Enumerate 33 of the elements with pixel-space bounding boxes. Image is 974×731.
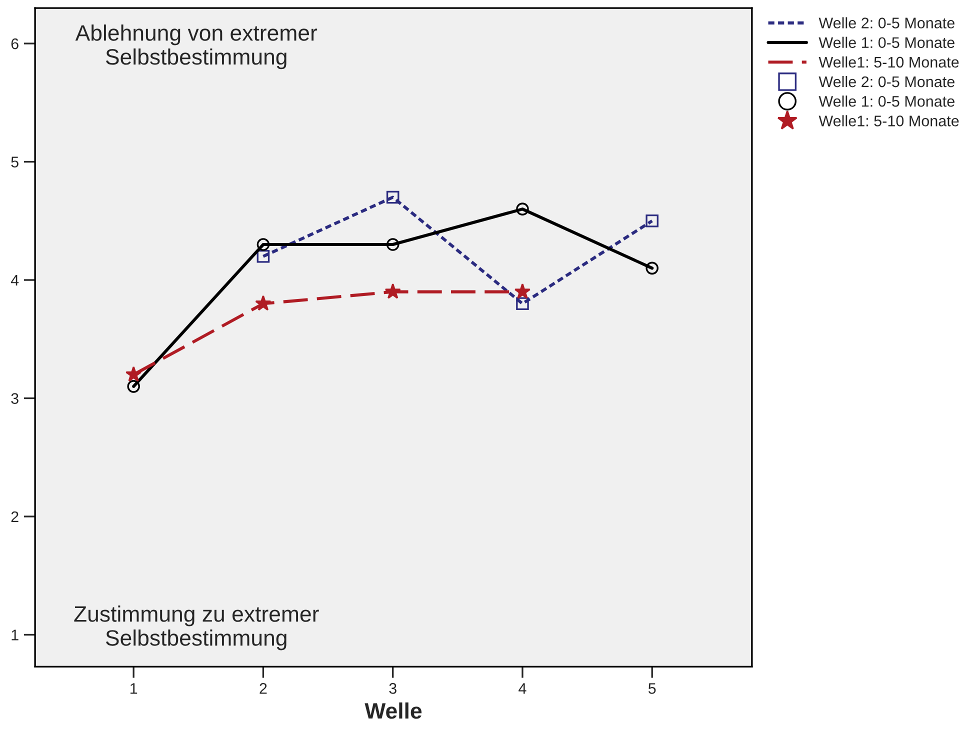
y-tick-label: 5 [11,156,18,168]
point [127,380,140,393]
annotation: Ablehnung von extremer Selbstbestimmung [75,24,318,70]
point [516,202,529,216]
y-tick-label: 1 [12,630,18,640]
x-axis-title: Welle [364,702,422,719]
text: Welle 1: 0-5 Monate [818,36,954,48]
point [386,238,400,251]
point [646,214,658,228]
point [386,190,400,204]
x-tick-label: 2 [260,683,267,694]
annotation: Zustimmung zu extremer Selbstbestimmung [74,606,319,650]
point [384,283,401,299]
legend-label: Welle 1: 0-5 Monate [818,96,954,107]
point [256,238,270,251]
y-tick-label: 3 [11,393,18,404]
point [646,262,658,275]
text: Welle 2: 0-5 Monate [818,17,954,28]
y-tick-label: 4 [10,275,19,286]
text: Welle1: 5-10 Monate [818,56,959,68]
x-tick-label: 5 [648,683,656,694]
point [514,283,531,299]
point [255,295,272,311]
legend-label: Welle 2: 0-5 Monate [818,76,954,88]
legend-label: Welle1: 5-10 Monate [818,115,959,126]
y-tick-label: 6 [11,38,18,50]
y-tick-label: 2 [11,511,18,522]
x-tick-label: 1 [130,683,138,694]
point [256,250,270,263]
x-tick-label: 4 [518,683,526,694]
point [516,297,529,310]
point [125,366,142,382]
x-tick-label: 3 [389,683,396,694]
